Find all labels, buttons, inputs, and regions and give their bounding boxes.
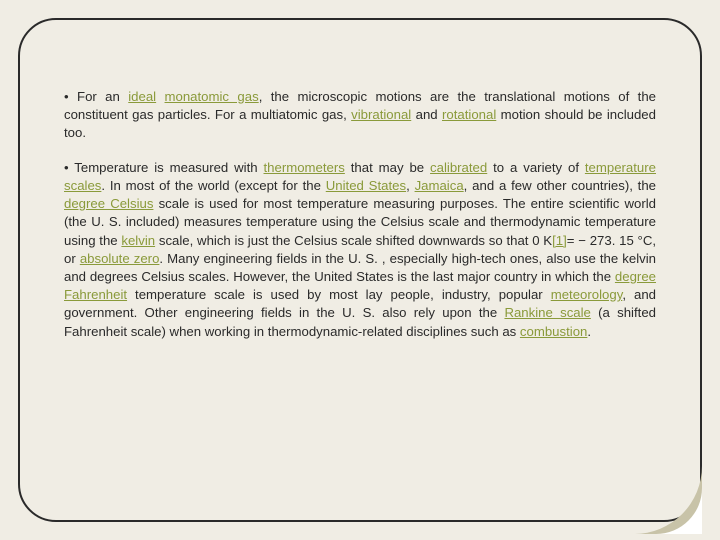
- link-footnote-1[interactable]: [1]: [552, 233, 567, 248]
- text: to a variety of: [487, 160, 585, 175]
- bullet-1: • For an: [64, 89, 128, 104]
- link-vibrational[interactable]: vibrational: [351, 107, 411, 122]
- text: , and a few other countries), the: [464, 178, 656, 193]
- paragraph-2: • Temperature is measured with thermomet…: [64, 159, 656, 341]
- link-rotational[interactable]: rotational: [442, 107, 496, 122]
- text: and: [411, 107, 442, 122]
- link-monatomic-gas[interactable]: monatomic gas: [165, 89, 259, 104]
- text: [156, 89, 164, 104]
- bullet-2: • Temperature is measured with: [64, 160, 264, 175]
- text: temperature scale is used by most lay pe…: [127, 287, 551, 302]
- slide-frame: • For an ideal monatomic gas, the micros…: [18, 18, 702, 522]
- text: ,: [406, 178, 414, 193]
- link-rankine-scale[interactable]: Rankine scale: [504, 305, 590, 320]
- link-ideal[interactable]: ideal: [128, 89, 156, 104]
- link-jamaica[interactable]: Jamaica: [415, 178, 464, 193]
- link-combustion[interactable]: combustion: [520, 324, 587, 339]
- text: .: [587, 324, 591, 339]
- paragraph-1: • For an ideal monatomic gas, the micros…: [64, 88, 656, 143]
- text: scale, which is just the Celsius scale s…: [155, 233, 552, 248]
- link-united-states[interactable]: United States: [326, 178, 406, 193]
- link-absolute-zero[interactable]: absolute zero: [80, 251, 160, 266]
- link-degree-celsius[interactable]: degree Celsius: [64, 196, 153, 211]
- link-kelvin[interactable]: kelvin: [121, 233, 155, 248]
- link-meteorology[interactable]: meteorology: [551, 287, 623, 302]
- link-thermometers[interactable]: thermometers: [264, 160, 345, 175]
- text: . In most of the world (except for the: [101, 178, 325, 193]
- link-calibrated[interactable]: calibrated: [430, 160, 487, 175]
- text: that may be: [345, 160, 430, 175]
- slide-content: • For an ideal monatomic gas, the micros…: [64, 88, 656, 341]
